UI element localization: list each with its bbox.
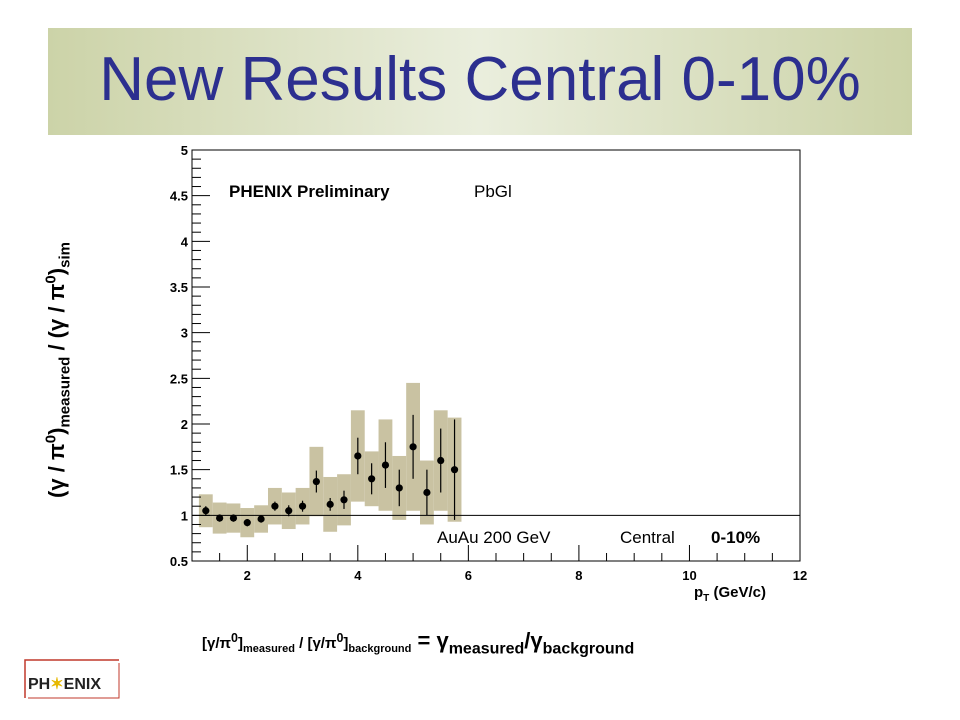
y-tick-label: 2 <box>181 417 188 432</box>
title-band: New Results Central 0-10% <box>48 28 912 135</box>
x-tick-label: 10 <box>682 568 696 583</box>
y-tick-label: 0.5 <box>170 554 188 569</box>
formula-part: γ <box>530 628 543 653</box>
y-tick-label: 4.5 <box>170 189 188 204</box>
data-point <box>271 502 279 510</box>
slide-title: New Results Central 0-10% <box>99 45 861 114</box>
x-tick-label: 8 <box>575 568 582 583</box>
x-tick-label: 12 <box>793 568 807 583</box>
formula-part: / <box>524 628 531 653</box>
y-tick-label: 5 <box>181 143 188 158</box>
formula-part: ] <box>237 635 243 652</box>
formula-sub: measured <box>242 643 295 655</box>
x-tick-label: 4 <box>354 568 362 583</box>
systematic-bands <box>198 382 462 538</box>
data-point <box>216 514 224 522</box>
y-axis: 0.5 1 1.5 2 2.5 3 3.5 4 4.5 5 <box>170 143 210 569</box>
logo-part: PH <box>28 676 51 693</box>
y-tick-label: 4 <box>181 234 189 249</box>
ylabel-part: ) <box>43 427 69 435</box>
xlabel-sub: T <box>703 593 710 604</box>
data-point <box>437 456 445 465</box>
formula-part: γ <box>436 628 449 653</box>
y-tick-label: 2.5 <box>170 371 188 386</box>
y-tick-label: 1 <box>181 508 188 523</box>
data-point <box>312 477 320 486</box>
system-label: AuAu 200 GeV <box>437 528 551 547</box>
logo-part: ENIX <box>63 676 101 693</box>
data-point <box>354 452 362 460</box>
data-point <box>243 519 251 527</box>
data-point <box>395 484 403 492</box>
data-point <box>202 507 210 515</box>
formula-sub: measured <box>448 640 525 658</box>
formula-part: [γ/π <box>202 635 231 652</box>
data-point <box>450 466 459 474</box>
logo-frame <box>24 659 120 699</box>
ylabel-sub: sim <box>56 242 74 268</box>
ylabel-part: ) <box>43 267 69 276</box>
centrality-label: Central <box>620 528 675 547</box>
ylabel-part: (γ / π <box>43 443 69 498</box>
formula-sup: 0 <box>231 631 238 645</box>
y-tick-label: 1.5 <box>170 463 188 478</box>
data-point <box>423 488 431 497</box>
formula-sub: background <box>542 640 635 658</box>
formula-sub: background <box>348 643 412 655</box>
formula-part: ] <box>343 635 349 652</box>
data-point <box>257 515 265 523</box>
detector-label: PbGl <box>474 182 512 201</box>
data-point <box>340 496 348 504</box>
phenix-logo: PH✶ENIX <box>24 659 120 699</box>
centrality-value: 0-10% <box>711 528 760 547</box>
data-point <box>285 507 293 515</box>
formula-part: [γ/π <box>307 635 337 652</box>
xlabel-part: (GeV/c) <box>709 584 766 601</box>
ylabel-sub: measured <box>56 356 74 428</box>
x-tick-label: 2 <box>244 568 251 583</box>
x-axis-label: pT (GeV/c) <box>694 584 766 604</box>
data-point <box>229 514 238 522</box>
ylabel-sup: 0 <box>42 434 60 444</box>
x-axis: 2 4 6 8 10 12 <box>191 545 807 583</box>
ylabel-sup: 0 <box>42 275 60 284</box>
data-point <box>368 475 376 483</box>
logo-star-icon: ✶ <box>50 676 64 693</box>
formula-part: / <box>294 635 308 652</box>
formula-part: = <box>411 628 437 653</box>
data-point <box>298 502 307 510</box>
logo-wordmark: PH✶ENIX <box>28 674 101 694</box>
data-point <box>326 500 334 508</box>
ratio-formula: [γ/π0]measured / [γ/π0]background = γmea… <box>202 628 634 658</box>
xlabel-part: p <box>694 584 704 601</box>
ylabel-part: / (γ / π <box>43 283 69 357</box>
formula-sup: 0 <box>336 631 344 645</box>
data-point <box>381 461 390 469</box>
experiment-label: PHENIX Preliminary <box>229 182 390 201</box>
x-tick-label: 6 <box>465 568 472 583</box>
data-point <box>409 443 417 451</box>
y-tick-label: 3.5 <box>170 280 188 295</box>
data-points <box>202 414 459 527</box>
y-tick-label: 3 <box>181 326 188 341</box>
